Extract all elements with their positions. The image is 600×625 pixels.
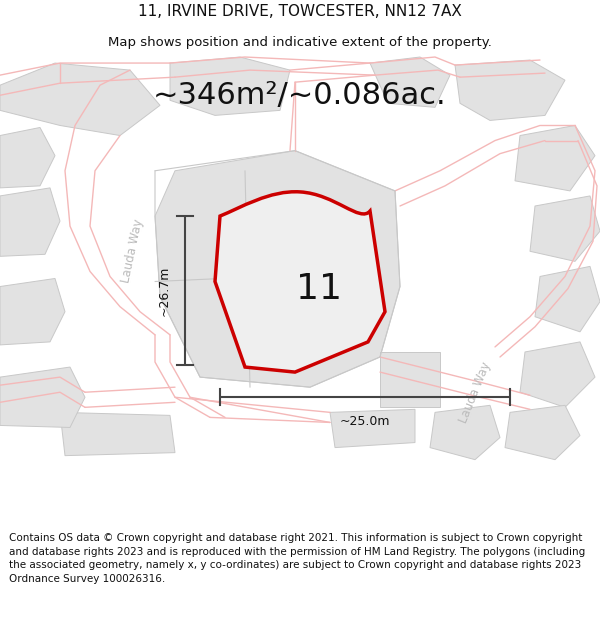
Text: ~346m²/~0.086ac.: ~346m²/~0.086ac. [153,81,447,110]
Polygon shape [515,126,595,191]
Polygon shape [0,188,60,256]
Polygon shape [155,151,400,388]
Polygon shape [330,409,415,447]
Polygon shape [0,367,85,428]
Polygon shape [455,60,565,121]
Polygon shape [535,266,600,332]
Polygon shape [505,406,580,459]
Text: ~25.0m: ~25.0m [340,416,390,428]
Text: Contains OS data © Crown copyright and database right 2021. This information is : Contains OS data © Crown copyright and d… [9,533,585,584]
Polygon shape [0,279,65,345]
Polygon shape [530,196,600,261]
Polygon shape [60,412,175,456]
Polygon shape [370,57,450,108]
Text: Lauda Way: Lauda Way [119,218,145,284]
Text: 11: 11 [296,272,342,306]
Text: ~26.7m: ~26.7m [158,266,171,316]
Text: Lauda Way: Lauda Way [457,360,493,425]
Polygon shape [0,63,160,136]
Polygon shape [0,127,55,188]
Polygon shape [430,406,500,459]
Text: 11, IRVINE DRIVE, TOWCESTER, NN12 7AX: 11, IRVINE DRIVE, TOWCESTER, NN12 7AX [138,4,462,19]
Polygon shape [170,57,290,116]
Polygon shape [520,342,595,408]
Text: Map shows position and indicative extent of the property.: Map shows position and indicative extent… [108,36,492,49]
PathPatch shape [215,192,385,372]
Polygon shape [380,352,440,408]
